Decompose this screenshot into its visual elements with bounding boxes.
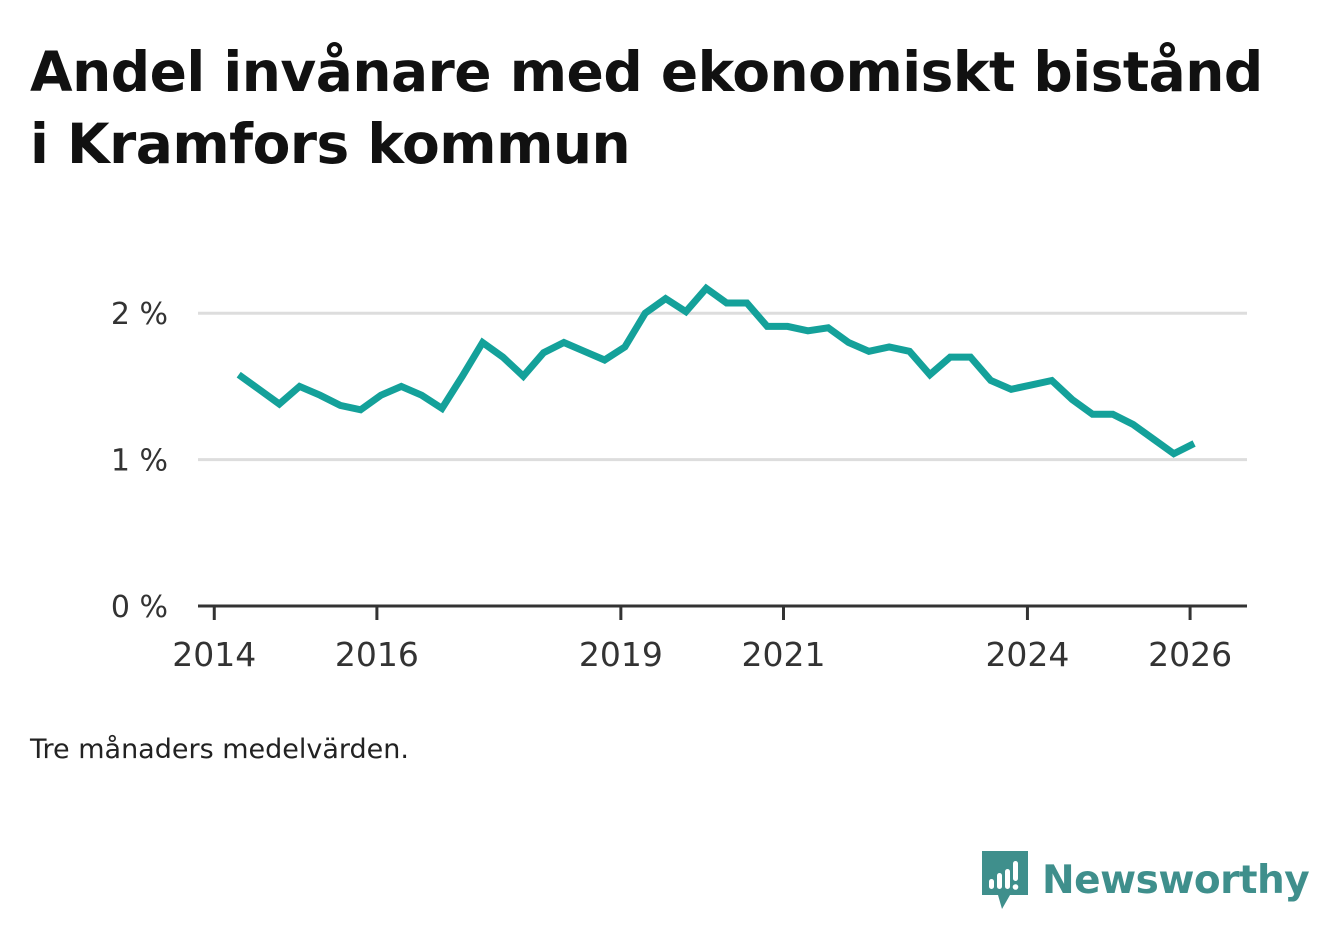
x-tick-label: 2019 <box>579 635 663 674</box>
x-axis: 2014 2016 2019 2021 2024 2026 <box>172 604 1247 674</box>
chart-title: Andel invånare med ekonomiskt bistånd i … <box>30 40 1263 176</box>
grid-lines <box>198 311 1247 462</box>
chart-note: Tre månaders medelvärden. <box>30 734 409 765</box>
x-tick-label: 2024 <box>985 635 1069 674</box>
newsworthy-logo-icon <box>982 851 1028 909</box>
y-tick-label: 0 % <box>111 590 168 625</box>
series-line <box>236 283 1196 458</box>
y-tick-label: 2 % <box>111 297 168 332</box>
series <box>236 283 1196 458</box>
y-tick-label: 1 % <box>111 444 168 479</box>
x-tick-label: 2021 <box>741 635 825 674</box>
y-axis-labels: 0 % 1 % 2 % <box>111 297 168 625</box>
brand-name: Newsworthy <box>1042 857 1310 903</box>
brand-logo[interactable]: Newsworthy <box>980 848 1310 912</box>
x-tick-label: 2026 <box>1148 635 1232 674</box>
x-tick-label: 2016 <box>335 635 419 674</box>
x-tick-label: 2014 <box>172 635 256 674</box>
